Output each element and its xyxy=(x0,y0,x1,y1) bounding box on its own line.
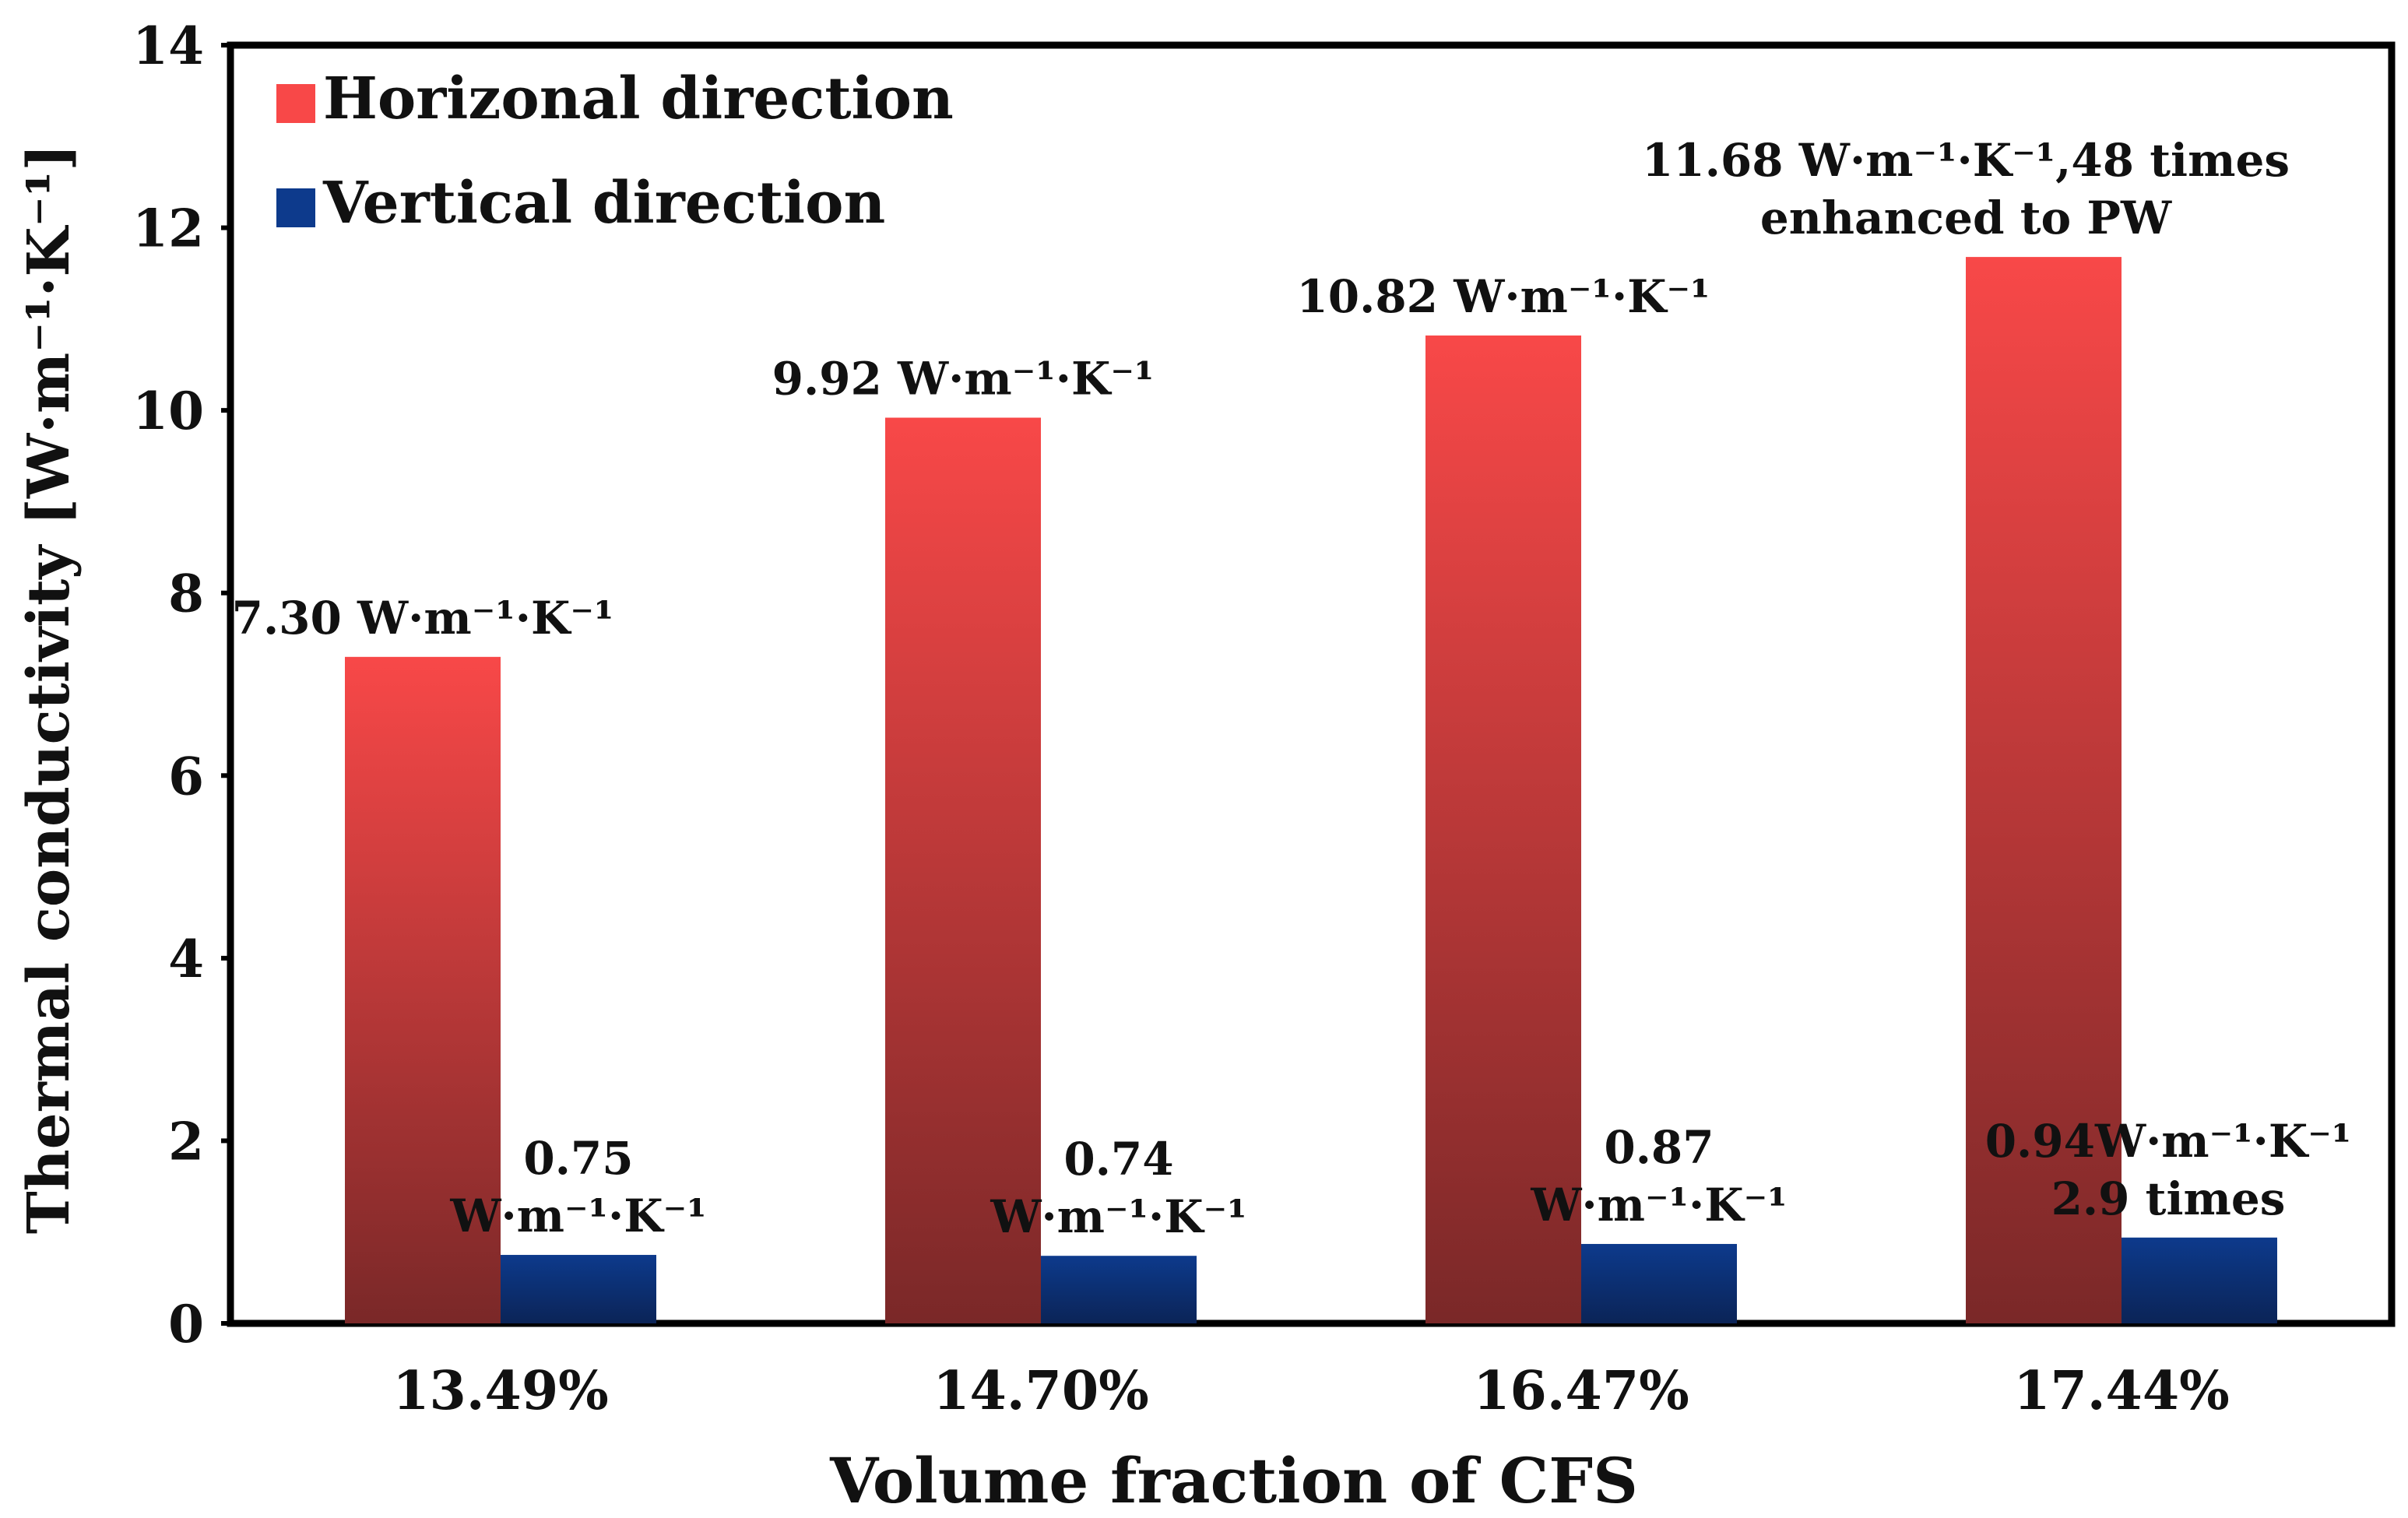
y-tick-label: 0 xyxy=(168,1294,204,1355)
data-label-vertical: 0.94W·m⁻¹·K⁻¹ xyxy=(1985,1115,2352,1168)
legend: Horizonal direction Vertical direction xyxy=(276,65,954,237)
data-label-vertical: 0.75 xyxy=(523,1132,633,1185)
data-label-horizonal: 9.92 W·m⁻¹·K⁻¹ xyxy=(772,353,1155,406)
data-label-horizonal: 10.82 W·m⁻¹·K⁻¹ xyxy=(1296,270,1710,323)
bar-horizonal xyxy=(1425,335,1581,1324)
y-tick-label: 8 xyxy=(168,564,204,624)
x-tick-label: 16.47% xyxy=(1473,1360,1689,1422)
data-label-vertical: W·m⁻¹·K⁻¹ xyxy=(1530,1179,1787,1232)
bar-vertical xyxy=(1581,1243,1737,1323)
x-tick-label: 14.70% xyxy=(933,1360,1149,1422)
legend-label-horizonal: Horizonal direction xyxy=(323,65,954,132)
legend-swatch-vertical xyxy=(276,188,315,227)
x-axis-title: Volume fraction of CFS xyxy=(829,1444,1638,1517)
legend-swatch-horizonal xyxy=(276,84,315,123)
x-tick-label: 13.49% xyxy=(392,1360,609,1422)
y-tick-label: 12 xyxy=(132,199,204,259)
bar-horizonal xyxy=(345,656,501,1323)
y-tick-label: 14 xyxy=(132,16,204,76)
bar-vertical xyxy=(501,1255,656,1323)
bar-horizonal xyxy=(1966,257,2122,1324)
bar-vertical xyxy=(2122,1237,2277,1323)
data-label-vertical: 2.9 times xyxy=(2051,1172,2286,1225)
data-label-horizonal: enhanced to PW xyxy=(1760,192,2172,244)
x-tick-label: 17.44% xyxy=(2013,1360,2230,1422)
data-label-vertical: W·m⁻¹·K⁻¹ xyxy=(449,1189,706,1242)
y-tick-label: 2 xyxy=(168,1111,204,1172)
data-label-vertical: 0.87 xyxy=(1604,1121,1714,1174)
y-tick-label: 6 xyxy=(168,746,204,806)
legend-label-vertical: Vertical direction xyxy=(322,170,885,237)
y-tick-label: 10 xyxy=(132,381,204,441)
data-label-horizonal: 7.30 W·m⁻¹·K⁻¹ xyxy=(232,592,614,645)
bar-vertical xyxy=(1041,1256,1197,1323)
data-label-vertical: 0.74 xyxy=(1063,1133,1173,1186)
y-axis-title: Thermal conductivity [W·m⁻¹·K⁻¹] xyxy=(16,144,83,1234)
y-tick-label: 4 xyxy=(168,929,204,989)
bar-horizonal xyxy=(885,417,1041,1324)
data-label-vertical: W·m⁻¹·K⁻¹ xyxy=(990,1190,1246,1243)
data-label-horizonal: 11.68 W·m⁻¹·K⁻¹,48 times xyxy=(1642,134,2290,187)
